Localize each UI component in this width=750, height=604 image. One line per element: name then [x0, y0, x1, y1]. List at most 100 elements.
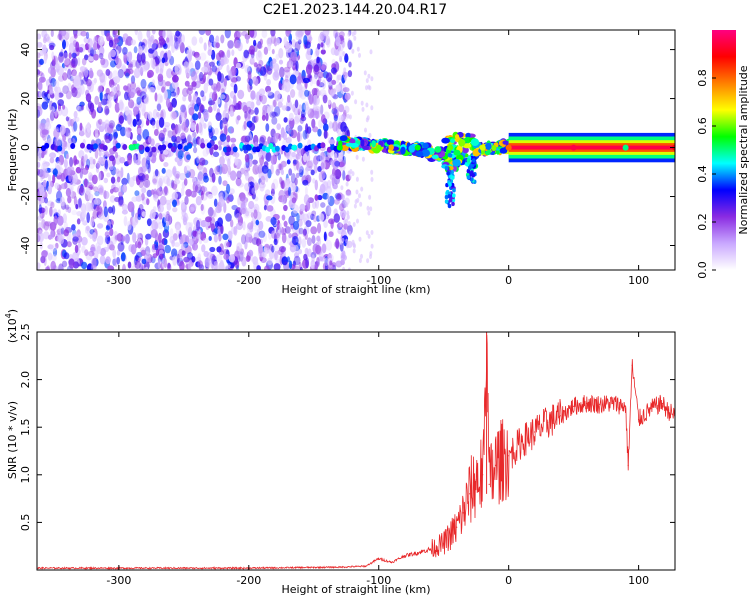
- noise-speckle: [45, 266, 50, 270]
- noise-speckle: [216, 98, 221, 105]
- noise-speckle: [219, 260, 224, 269]
- noise-speckle: [208, 236, 212, 241]
- noise-speckle: [226, 241, 232, 248]
- noise-speckle: [159, 195, 167, 206]
- noise-speckle: [152, 193, 158, 201]
- noise-speckle: [68, 52, 72, 59]
- noise-speckle: [340, 185, 344, 191]
- carrier-blob: [93, 143, 98, 150]
- noise-speckle: [327, 262, 335, 270]
- noise-speckle: [99, 46, 105, 56]
- noise-speckle: [63, 52, 68, 60]
- noise-speckle: [180, 187, 185, 197]
- noise-speckle: [198, 36, 204, 44]
- noise-speckle: [74, 231, 80, 237]
- noise-speckle: [273, 132, 279, 144]
- noise-speckle: [158, 232, 162, 244]
- noise-speckle: [333, 213, 340, 223]
- noise-speckle: [94, 95, 100, 105]
- noise-speckle: [356, 197, 360, 203]
- noise-speckle: [84, 154, 88, 163]
- noise-speckle: [192, 230, 198, 237]
- noise-speckle: [344, 76, 347, 81]
- noise-speckle: [193, 51, 200, 58]
- noise-speckle: [140, 78, 147, 89]
- noise-speckle: [183, 166, 188, 175]
- x-tick-label: -200: [236, 574, 261, 587]
- noise-speckle: [300, 113, 305, 119]
- noise-speckle: [147, 163, 151, 174]
- noise-speckle: [274, 250, 278, 261]
- noise-speckle: [265, 151, 272, 162]
- noise-speckle: [369, 251, 373, 256]
- noise-speckle: [281, 226, 285, 236]
- noise-speckle: [319, 151, 326, 163]
- noise-speckle: [251, 237, 259, 245]
- noise-speckle: [275, 53, 280, 61]
- noise-speckle: [49, 111, 55, 122]
- noise-speckle: [87, 56, 95, 62]
- noise-speckle: [305, 106, 311, 115]
- noise-speckle: [113, 94, 117, 102]
- noise-speckle: [191, 81, 197, 87]
- noise-speckle: [99, 255, 106, 265]
- noise-speckle: [252, 164, 259, 175]
- x-tick-label: -200: [236, 274, 261, 287]
- noise-speckle: [273, 263, 281, 270]
- noise-speckle: [213, 86, 217, 95]
- noise-speckle: [137, 214, 142, 221]
- noise-speckle: [297, 248, 303, 255]
- noise-speckle: [292, 220, 300, 230]
- noise-speckle: [229, 188, 235, 195]
- noise-speckle: [261, 30, 268, 39]
- noise-speckle: [147, 38, 151, 49]
- carrier-blob: [200, 142, 206, 149]
- noise-speckle: [283, 36, 288, 47]
- noise-speckle: [354, 99, 358, 105]
- noise-speckle: [121, 209, 128, 215]
- noise-speckle: [109, 195, 116, 203]
- noise-speckle: [328, 120, 333, 130]
- doppler-blob: [341, 144, 349, 152]
- carrier-blob: [144, 146, 150, 153]
- noise-speckle: [94, 198, 101, 205]
- noise-speckle: [262, 104, 268, 114]
- noise-speckle: [141, 86, 147, 94]
- noise-speckle: [259, 38, 263, 46]
- carrier-blob: [151, 146, 157, 153]
- carrier-blob: [138, 144, 144, 151]
- doppler-blob: [447, 152, 453, 158]
- noise-speckle: [303, 103, 310, 111]
- noise-speckle: [323, 129, 328, 139]
- noise-speckle: [47, 244, 54, 250]
- noise-speckle: [105, 108, 110, 115]
- noise-speckle: [249, 30, 255, 38]
- noise-speckle: [278, 59, 284, 65]
- noise-speckle: [325, 72, 333, 83]
- noise-speckle: [217, 62, 223, 71]
- noise-speckle: [98, 149, 102, 157]
- noise-speckle: [340, 159, 346, 167]
- x-tick-label: 0: [505, 274, 512, 287]
- noise-speckle: [182, 216, 188, 226]
- noise-speckle: [287, 94, 291, 103]
- snr-point: [378, 558, 380, 560]
- noise-speckle: [66, 241, 72, 248]
- noise-speckle: [108, 39, 114, 48]
- noise-speckle: [301, 238, 307, 248]
- noise-speckle: [80, 185, 84, 194]
- noise-speckle: [141, 265, 145, 270]
- noise-speckle: [211, 65, 218, 73]
- noise-speckle: [190, 70, 198, 82]
- noise-speckle: [267, 37, 272, 43]
- noise-speckle: [276, 37, 280, 46]
- noise-speckle: [352, 248, 356, 254]
- carrier-band: [508, 145, 675, 150]
- noise-speckle: [288, 168, 293, 176]
- noise-speckle: [253, 39, 257, 47]
- noise-speckle: [364, 127, 367, 133]
- noise-speckle: [118, 99, 124, 111]
- noise-speckle: [72, 236, 79, 242]
- noise-speckle: [44, 122, 52, 131]
